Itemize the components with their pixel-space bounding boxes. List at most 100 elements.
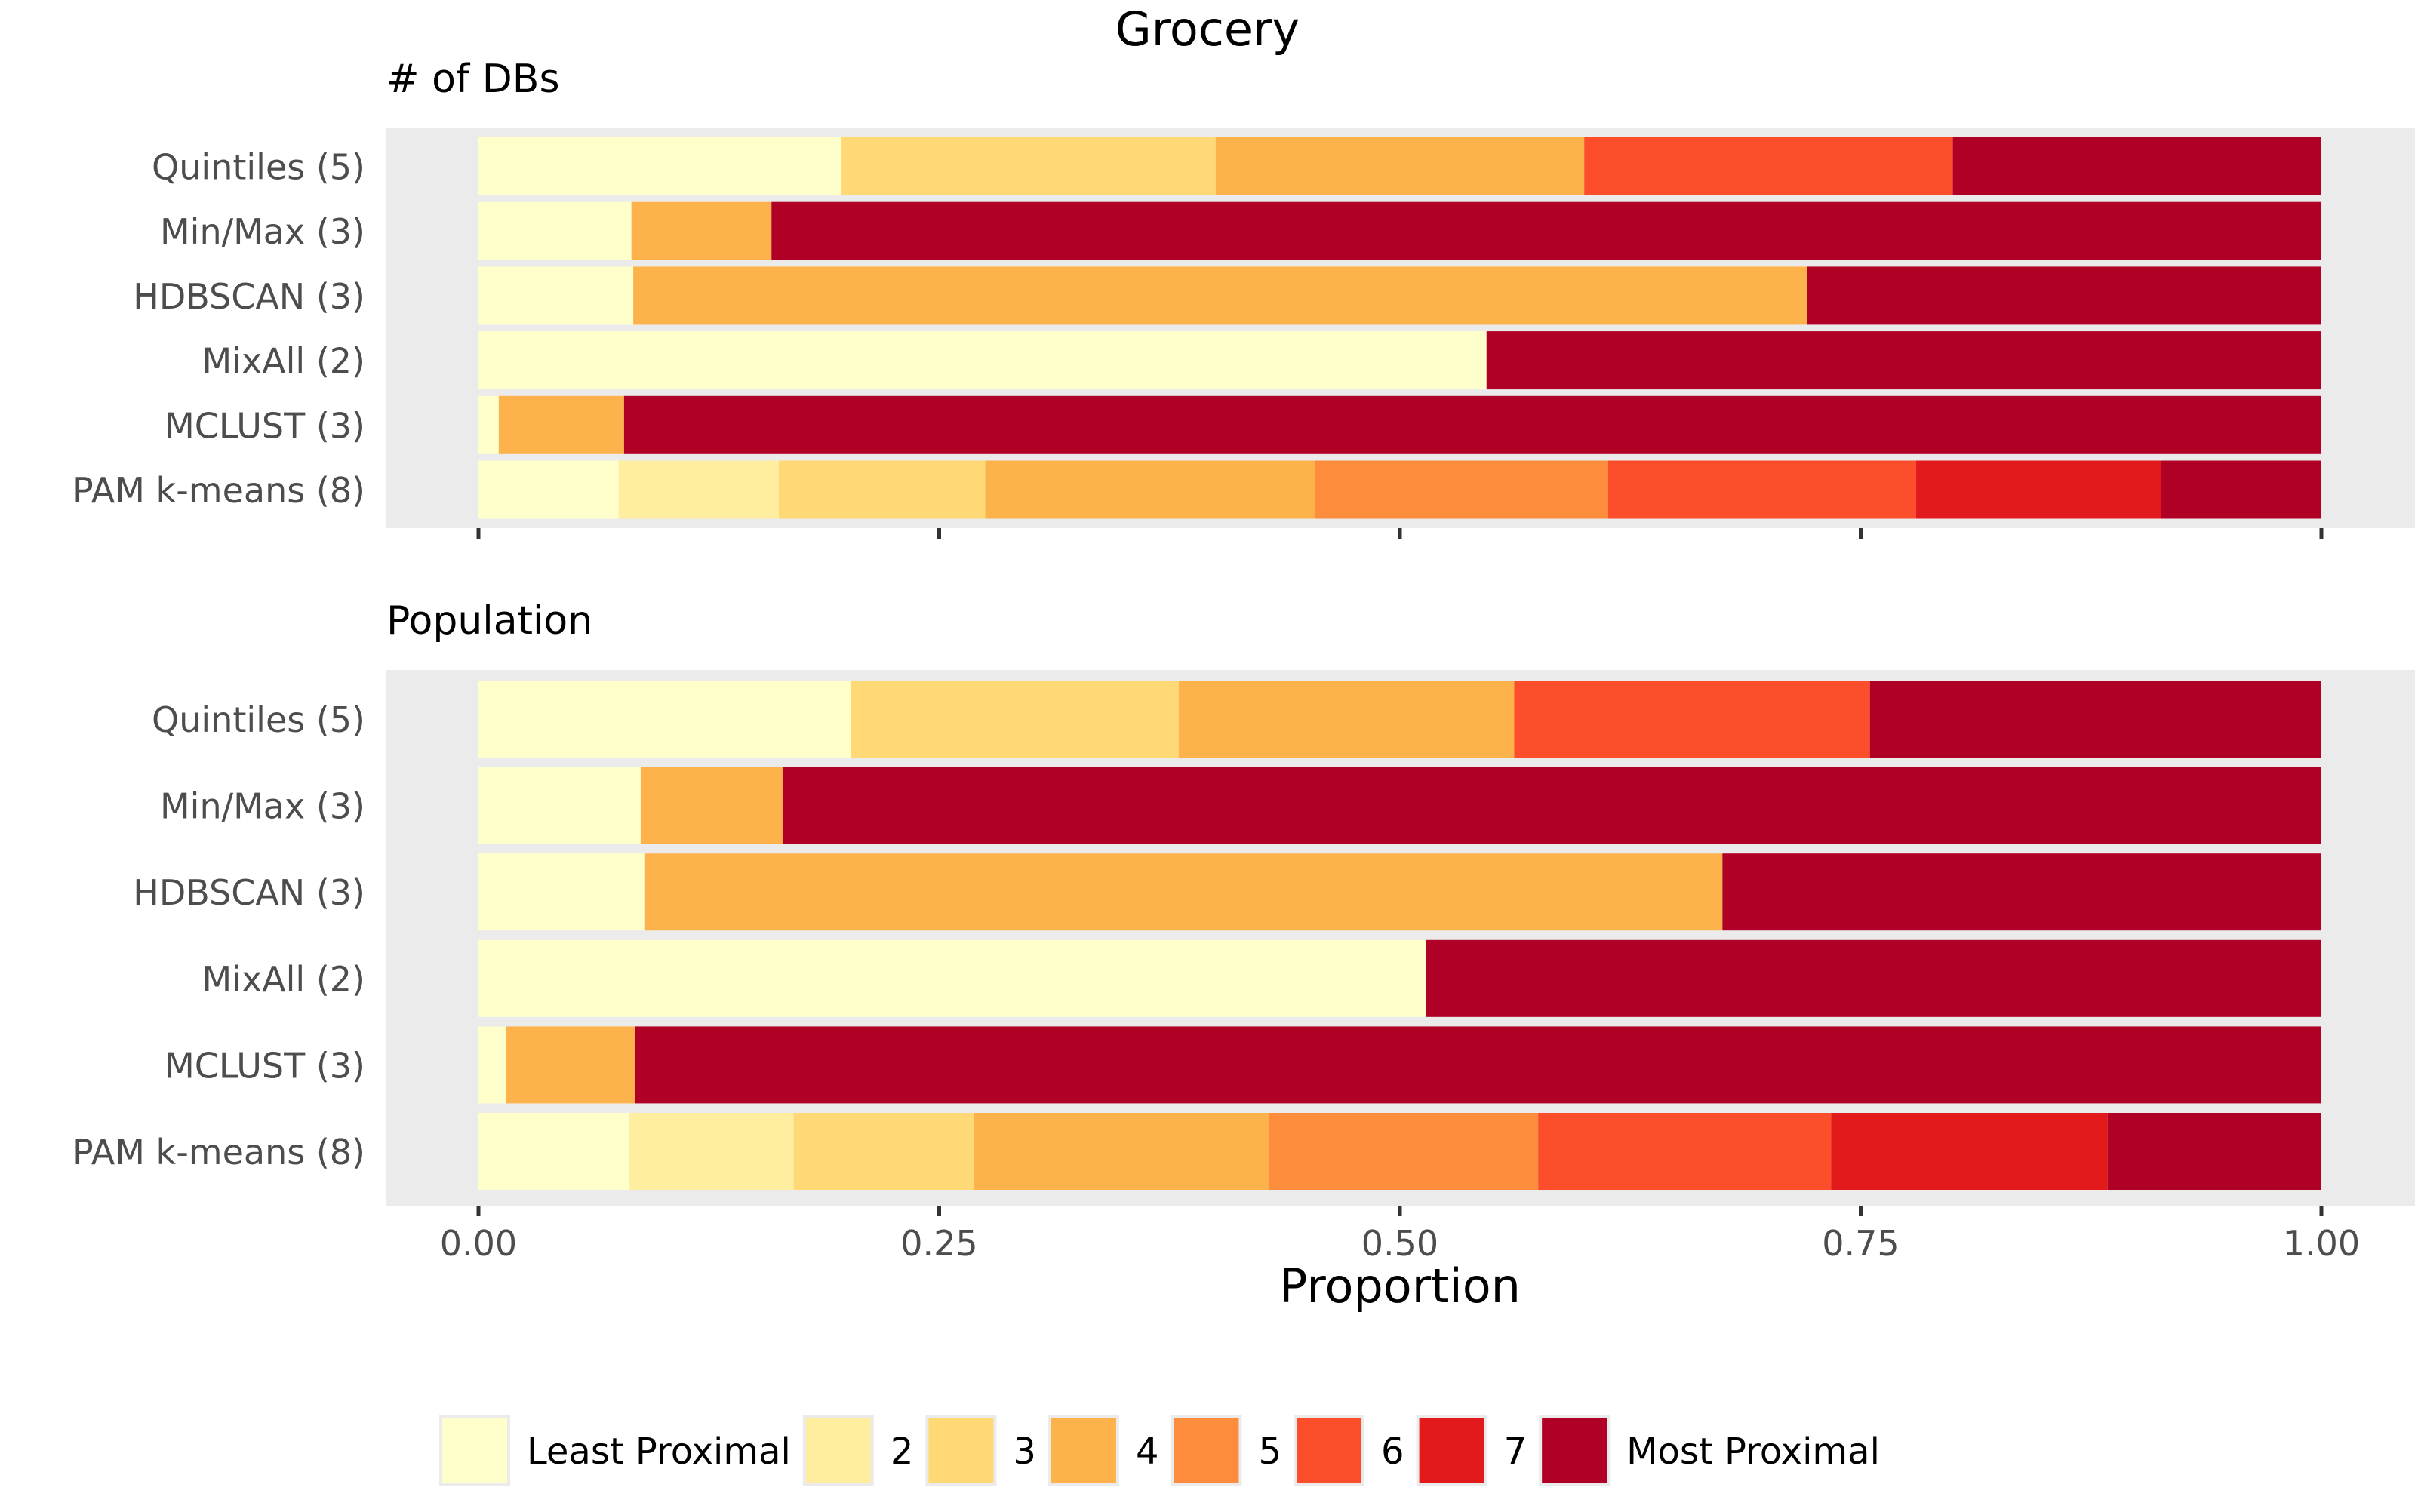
legend-item-3: 3 xyxy=(925,1415,1036,1486)
bar-segment-5 xyxy=(1269,1113,1539,1190)
y-tick-label: MixAll (2) xyxy=(202,959,365,1000)
bar-row-mixall-2: MixAll (2) xyxy=(202,331,2321,390)
legend-item-6: 6 xyxy=(1294,1415,1404,1486)
bar-segment-6 xyxy=(1584,137,1953,195)
bar-segment-least-proximal xyxy=(478,767,641,844)
bar-segment-least-proximal xyxy=(478,331,1487,390)
bar-segment-most-proximal xyxy=(1807,266,2321,325)
legend-key xyxy=(1294,1415,1365,1486)
bar-segment-4 xyxy=(985,460,1315,519)
bar-segment-6 xyxy=(1514,681,1870,758)
bar-segment-3 xyxy=(793,1113,974,1190)
bar-segment-4 xyxy=(640,767,783,844)
x-axis-label: Proportion xyxy=(1279,1258,1521,1314)
bar-segment-least-proximal xyxy=(478,1026,506,1104)
bar-segment-4 xyxy=(644,853,1723,931)
bar-segment-most-proximal xyxy=(1952,137,2321,195)
bar-segment-most-proximal xyxy=(771,201,2321,260)
legend: Least Proximal 2 3 4 5 6 7 Most Proximal xyxy=(439,1415,1880,1486)
bar-row-mclust-3: MCLUST (3) xyxy=(165,1026,2321,1104)
y-tick-label: MCLUST (3) xyxy=(165,405,365,446)
legend-item-least-proximal: Least Proximal xyxy=(439,1415,791,1486)
bar-segment-least-proximal xyxy=(478,460,619,519)
bar-segment-6 xyxy=(1607,460,1916,519)
bar-segment-most-proximal xyxy=(1869,681,2321,758)
bar-row-pam-k-means-8: PAM k-means (8) xyxy=(72,460,2321,519)
bar-segment-least-proximal xyxy=(478,137,842,195)
bar-segment-4 xyxy=(506,1026,635,1104)
bar-segment-3 xyxy=(841,137,1216,195)
bar-segment-most-proximal xyxy=(1426,939,2321,1017)
bar-row-mixall-2: MixAll (2) xyxy=(202,939,2321,1017)
legend-label: 7 xyxy=(1504,1431,1527,1473)
bar-row-quintiles-5: Quintiles (5) xyxy=(152,681,2321,758)
y-tick-label: Quintiles (5) xyxy=(152,699,365,740)
bar-segment-least-proximal xyxy=(478,266,634,325)
bar-segment-4 xyxy=(1215,137,1585,195)
bar-segment-most-proximal xyxy=(1722,853,2321,931)
legend-label: Least Proximal xyxy=(527,1431,791,1473)
chart-title: Grocery xyxy=(1115,2,1300,57)
bar-row-min-max-3: Min/Max (3) xyxy=(160,201,2321,260)
panel-2: Population Quintiles (5) Min/Max (3) HDBSCA… xyxy=(72,598,2415,1264)
legend-key xyxy=(1171,1415,1242,1486)
legend-key xyxy=(925,1415,997,1486)
panel-title: Population xyxy=(386,598,592,644)
bar-segment-4 xyxy=(633,266,1807,325)
legend-key xyxy=(439,1415,510,1486)
bar-segment-7 xyxy=(1831,1113,2108,1190)
bar-segment-least-proximal xyxy=(478,1113,630,1190)
bar-segment-most-proximal xyxy=(1486,331,2321,390)
legend-label: 6 xyxy=(1381,1431,1404,1473)
bar-segment-2 xyxy=(629,1113,794,1190)
y-tick-label: HDBSCAN (3) xyxy=(133,872,365,913)
bar-segment-6 xyxy=(1538,1113,1832,1190)
panel-title: # of DBs xyxy=(386,57,560,102)
bar-segment-5 xyxy=(1315,460,1608,519)
bar-segment-least-proximal xyxy=(478,853,645,931)
x-tick-label: 0.00 xyxy=(440,1223,517,1264)
bar-row-min-max-3: Min/Max (3) xyxy=(160,767,2321,844)
bar-row-pam-k-means-8: PAM k-means (8) xyxy=(72,1113,2321,1190)
y-tick-label: Min/Max (3) xyxy=(160,211,365,252)
bar-row-mclust-3: MCLUST (3) xyxy=(165,395,2322,454)
y-tick-label: Min/Max (3) xyxy=(160,786,365,827)
bar-segment-most-proximal xyxy=(782,767,2321,844)
bar-segment-4 xyxy=(631,201,772,260)
bar-row-hdbscan-3: HDBSCAN (3) xyxy=(133,853,2321,931)
x-tick-label: 0.75 xyxy=(1822,1223,1899,1264)
bar-segment-4 xyxy=(1178,681,1515,758)
bar-segment-7 xyxy=(1915,460,2161,519)
bar-segment-least-proximal xyxy=(478,201,632,260)
legend-label: 3 xyxy=(1013,1431,1036,1473)
bar-segment-4 xyxy=(974,1113,1269,1190)
x-tick-label: 1.00 xyxy=(2283,1223,2360,1264)
legend-item-5: 5 xyxy=(1171,1415,1282,1486)
bar-row-quintiles-5: Quintiles (5) xyxy=(152,137,2321,195)
legend-label: 5 xyxy=(1259,1431,1282,1473)
bar-segment-4 xyxy=(498,395,624,454)
bar-segment-least-proximal xyxy=(478,395,499,454)
bar-row-hdbscan-3: HDBSCAN (3) xyxy=(133,266,2321,325)
y-tick-label: MCLUST (3) xyxy=(165,1045,365,1086)
x-tick-label: 0.50 xyxy=(1361,1223,1438,1264)
bar-segment-most-proximal xyxy=(2107,1113,2321,1190)
bar-segment-3 xyxy=(779,460,986,519)
legend-label: Most Proximal xyxy=(1626,1431,1880,1473)
bar-segment-2 xyxy=(618,460,780,519)
bar-segment-most-proximal xyxy=(2161,460,2321,519)
legend-item-2: 2 xyxy=(802,1415,914,1486)
panels-layer: # of DBs Quintiles (5) Min/Max (3) HDBSCAN … xyxy=(72,57,2415,1264)
legend-label: 2 xyxy=(891,1431,914,1473)
y-tick-label: MixAll (2) xyxy=(202,341,365,382)
y-tick-label: HDBSCAN (3) xyxy=(133,276,365,317)
bar-segment-least-proximal xyxy=(478,939,1426,1017)
x-tick-label: 0.25 xyxy=(900,1223,977,1264)
legend-item-most-proximal: Most Proximal xyxy=(1539,1415,1880,1486)
bar-segment-most-proximal xyxy=(623,395,2322,454)
legend-key xyxy=(1416,1415,1487,1486)
legend-key xyxy=(1048,1415,1119,1486)
panel-1: # of DBs Quintiles (5) Min/Max (3) HDBSCAN … xyxy=(72,57,2415,539)
